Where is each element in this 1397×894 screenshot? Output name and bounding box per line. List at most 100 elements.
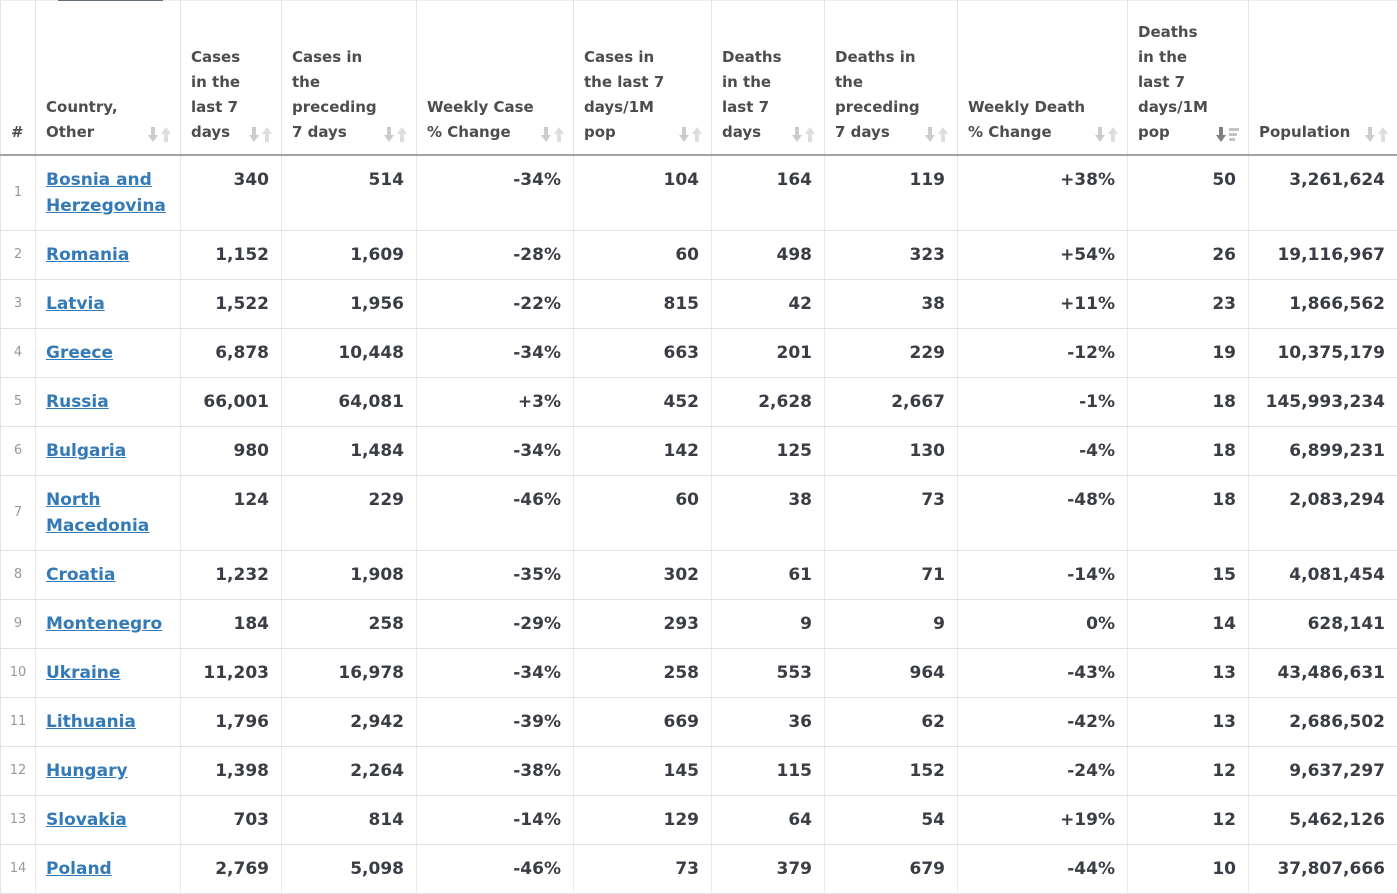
sort-desc-icon [1215,126,1242,143]
column-header-cases_7d[interactable]: Cases in the last 7 days [181,1,282,156]
population-cell: 2,083,294 [1249,476,1397,551]
deaths_7d-cell: 42 [712,280,825,329]
population-cell: 2,686,502 [1249,698,1397,747]
deaths_per_1m-cell: 23 [1128,280,1249,329]
sort-both-icon[interactable] [1364,126,1391,143]
sort-both-icon[interactable] [383,126,410,143]
country-link[interactable]: North Macedonia [46,490,149,536]
country-link[interactable]: Slovakia [46,810,127,830]
population-cell: 19,116,967 [1249,231,1397,280]
cases_7d-cell: 1,796 [181,698,282,747]
weekly_death_change-cell: -44% [958,845,1128,894]
deaths_prev_7d-cell: 679 [825,845,958,894]
country-cell: Latvia [36,280,181,329]
column-header-deaths_7d[interactable]: Deaths in the last 7 days [712,1,825,156]
weekly_death_change-cell: -24% [958,747,1128,796]
country-link[interactable]: Lithuania [46,712,136,732]
row-rank: 1 [1,155,36,231]
deaths_per_1m-cell: 15 [1128,551,1249,600]
column-header-weekly_case_change[interactable]: Weekly Case % Change [417,1,574,156]
country-link[interactable]: Hungary [46,761,128,781]
weekly_death_change-cell: -14% [958,551,1128,600]
deaths_7d-cell: 64 [712,796,825,845]
country-link[interactable]: Bosnia and Herzegovina [46,170,166,216]
population-cell: 3,261,624 [1249,155,1397,231]
country-link[interactable]: Russia [46,392,109,412]
deaths_per_1m-cell: 18 [1128,476,1249,551]
deaths_per_1m-cell: 12 [1128,796,1249,845]
column-header-population[interactable]: Population [1249,1,1397,156]
sort-both-icon[interactable] [147,126,174,143]
row-rank: 7 [1,476,36,551]
weekly_death_change-cell: 0% [958,600,1128,649]
population-cell: 628,141 [1249,600,1397,649]
column-header-deaths_per_1m[interactable]: Deaths in the last 7 days/1M pop [1128,1,1249,156]
country-link[interactable]: Greece [46,343,113,363]
cases_per_1m-cell: 142 [574,427,712,476]
country-link[interactable]: Latvia [46,294,105,314]
sort-both-icon[interactable] [540,126,567,143]
weekly_case_change-cell: -28% [417,231,574,280]
column-header-weekly_death_change[interactable]: Weekly Death % Change [958,1,1128,156]
weekly_case_change-cell: -35% [417,551,574,600]
cases_7d-cell: 11,203 [181,649,282,698]
cases_prev_7d-cell: 2,264 [282,747,417,796]
cases_per_1m-cell: 669 [574,698,712,747]
deaths_7d-cell: 38 [712,476,825,551]
sort-desc-icon[interactable] [1215,126,1242,143]
country-link[interactable]: Ukraine [46,663,120,683]
column-header-country[interactable]: Country, Other [36,1,181,156]
deaths_prev_7d-cell: 130 [825,427,958,476]
sort-both-icon[interactable] [248,126,275,143]
deaths_7d-cell: 61 [712,551,825,600]
cases_per_1m-cell: 145 [574,747,712,796]
sort-both-icon[interactable] [678,126,705,143]
cases_prev_7d-cell: 1,484 [282,427,417,476]
cases_per_1m-cell: 60 [574,231,712,280]
weekly_death_change-cell: +54% [958,231,1128,280]
deaths_per_1m-cell: 19 [1128,329,1249,378]
weekly_death_change-cell: +19% [958,796,1128,845]
deaths_prev_7d-cell: 2,667 [825,378,958,427]
population-cell: 9,637,297 [1249,747,1397,796]
sort-both-icon[interactable] [924,126,951,143]
country-link[interactable]: Poland [46,859,112,879]
deaths_7d-cell: 36 [712,698,825,747]
country-cell: Poland [36,845,181,894]
cases_per_1m-cell: 815 [574,280,712,329]
row-rank: 13 [1,796,36,845]
row-rank: 10 [1,649,36,698]
country-cell: Lithuania [36,698,181,747]
column-header-cases_per_1m[interactable]: Cases in the last 7 days/1M pop [574,1,712,156]
country-link[interactable]: Romania [46,245,129,265]
sort-both-icon [540,126,567,143]
sort-both-icon[interactable] [1094,126,1121,143]
country-link[interactable]: Bulgaria [46,441,126,461]
deaths_prev_7d-cell: 152 [825,747,958,796]
cases_prev_7d-cell: 1,609 [282,231,417,280]
country-link[interactable]: Croatia [46,565,115,585]
cases_per_1m-cell: 663 [574,329,712,378]
country-cell: Croatia [36,551,181,600]
column-header-cases_prev_7d[interactable]: Cases in the preceding 7 days [282,1,417,156]
column-header-deaths_prev_7d[interactable]: Deaths in the preceding 7 days [825,1,958,156]
weekly_death_change-cell: -42% [958,698,1128,747]
weekly_death_change-cell: -48% [958,476,1128,551]
population-cell: 145,993,234 [1249,378,1397,427]
cases_prev_7d-cell: 5,098 [282,845,417,894]
country-cell: Bosnia and Herzegovina [36,155,181,231]
weekly_case_change-cell: -34% [417,155,574,231]
deaths_7d-cell: 379 [712,845,825,894]
deaths_prev_7d-cell: 119 [825,155,958,231]
country-link[interactable]: Montenegro [46,614,162,634]
cases_prev_7d-cell: 229 [282,476,417,551]
cases_7d-cell: 1,152 [181,231,282,280]
sort-both-icon[interactable] [791,126,818,143]
population-cell: 10,375,179 [1249,329,1397,378]
